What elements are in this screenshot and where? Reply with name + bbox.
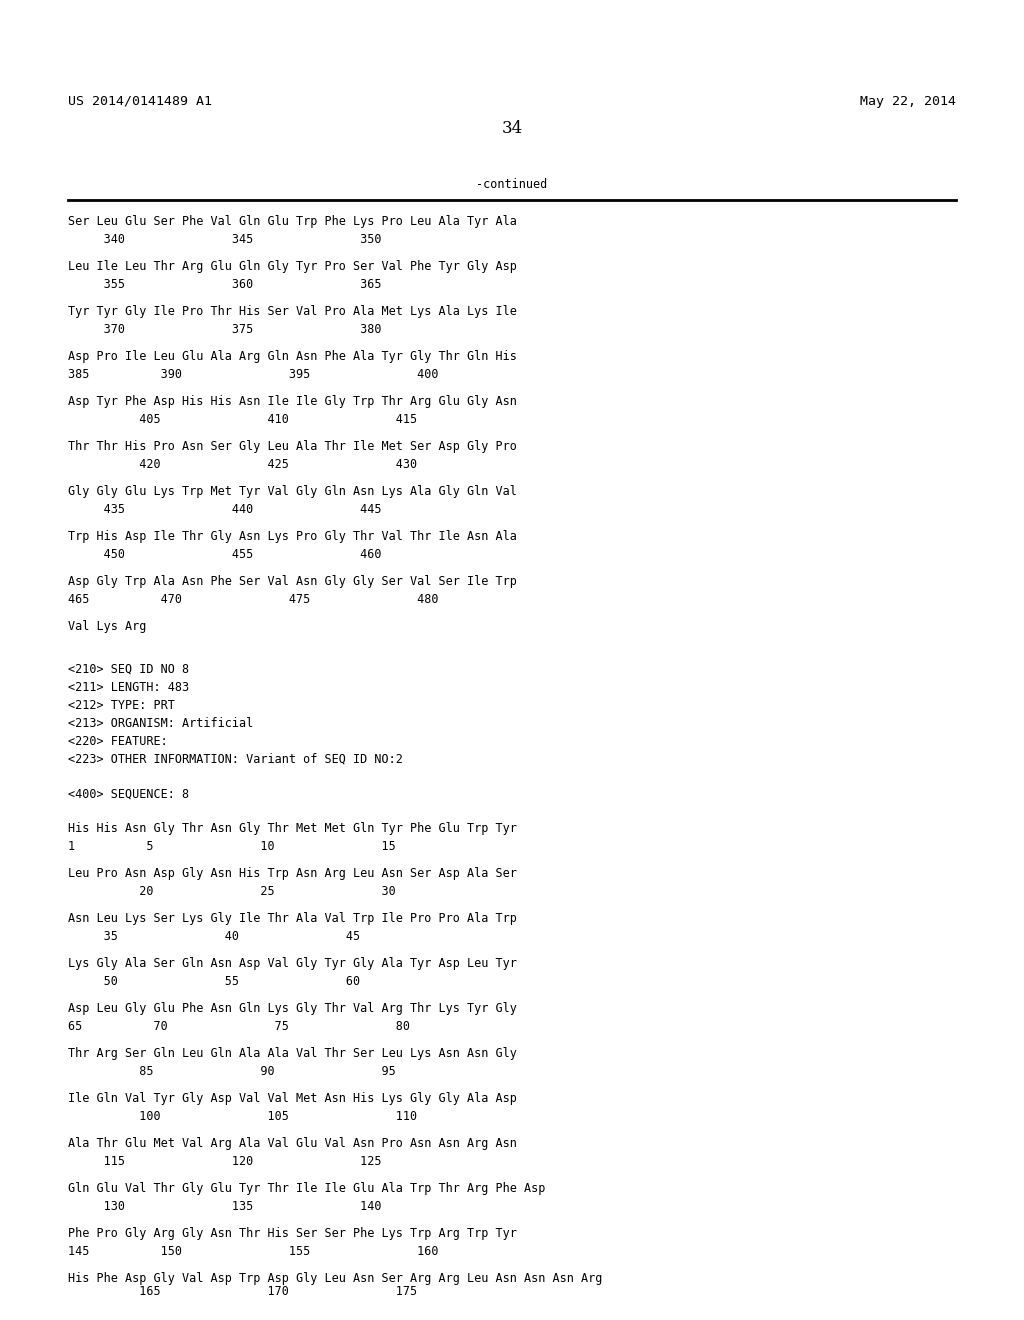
Text: Gly Gly Glu Lys Trp Met Tyr Val Gly Gln Asn Lys Ala Gly Gln Val: Gly Gly Glu Lys Trp Met Tyr Val Gly Gln … bbox=[68, 484, 517, 498]
Text: US 2014/0141489 A1: US 2014/0141489 A1 bbox=[68, 95, 212, 108]
Text: -continued: -continued bbox=[476, 178, 548, 191]
Text: 35               40               45: 35 40 45 bbox=[68, 931, 360, 942]
Text: <212> TYPE: PRT: <212> TYPE: PRT bbox=[68, 700, 175, 711]
Text: 450               455               460: 450 455 460 bbox=[68, 548, 382, 561]
Text: 1          5               10               15: 1 5 10 15 bbox=[68, 840, 395, 853]
Text: May 22, 2014: May 22, 2014 bbox=[860, 95, 956, 108]
Text: Asp Gly Trp Ala Asn Phe Ser Val Asn Gly Gly Ser Val Ser Ile Trp: Asp Gly Trp Ala Asn Phe Ser Val Asn Gly … bbox=[68, 576, 517, 587]
Text: Phe Pro Gly Arg Gly Asn Thr His Ser Ser Phe Lys Trp Arg Trp Tyr: Phe Pro Gly Arg Gly Asn Thr His Ser Ser … bbox=[68, 1228, 517, 1239]
Text: 85               90               95: 85 90 95 bbox=[68, 1065, 395, 1078]
Text: Ser Leu Glu Ser Phe Val Gln Glu Trp Phe Lys Pro Leu Ala Tyr Ala: Ser Leu Glu Ser Phe Val Gln Glu Trp Phe … bbox=[68, 215, 517, 228]
Text: Val Lys Arg: Val Lys Arg bbox=[68, 620, 146, 634]
Text: 385          390               395               400: 385 390 395 400 bbox=[68, 368, 438, 381]
Text: 435               440               445: 435 440 445 bbox=[68, 503, 382, 516]
Text: Asn Leu Lys Ser Lys Gly Ile Thr Ala Val Trp Ile Pro Pro Ala Trp: Asn Leu Lys Ser Lys Gly Ile Thr Ala Val … bbox=[68, 912, 517, 925]
Text: Tyr Tyr Gly Ile Pro Thr His Ser Val Pro Ala Met Lys Ala Lys Ile: Tyr Tyr Gly Ile Pro Thr His Ser Val Pro … bbox=[68, 305, 517, 318]
Text: His His Asn Gly Thr Asn Gly Thr Met Met Gln Tyr Phe Glu Trp Tyr: His His Asn Gly Thr Asn Gly Thr Met Met … bbox=[68, 822, 517, 836]
Text: 20               25               30: 20 25 30 bbox=[68, 884, 395, 898]
Text: <210> SEQ ID NO 8: <210> SEQ ID NO 8 bbox=[68, 663, 189, 676]
Text: 115               120               125: 115 120 125 bbox=[68, 1155, 382, 1168]
Text: Ile Gln Val Tyr Gly Asp Val Val Met Asn His Lys Gly Gly Ala Asp: Ile Gln Val Tyr Gly Asp Val Val Met Asn … bbox=[68, 1092, 517, 1105]
Text: 34: 34 bbox=[502, 120, 522, 137]
Text: <211> LENGTH: 483: <211> LENGTH: 483 bbox=[68, 681, 189, 694]
Text: Asp Tyr Phe Asp His His Asn Ile Ile Gly Trp Thr Arg Glu Gly Asn: Asp Tyr Phe Asp His His Asn Ile Ile Gly … bbox=[68, 395, 517, 408]
Text: Gln Glu Val Thr Gly Glu Tyr Thr Ile Ile Glu Ala Trp Thr Arg Phe Asp: Gln Glu Val Thr Gly Glu Tyr Thr Ile Ile … bbox=[68, 1181, 546, 1195]
Text: <220> FEATURE:: <220> FEATURE: bbox=[68, 735, 168, 748]
Text: Trp His Asp Ile Thr Gly Asn Lys Pro Gly Thr Val Thr Ile Asn Ala: Trp His Asp Ile Thr Gly Asn Lys Pro Gly … bbox=[68, 531, 517, 543]
Text: 130               135               140: 130 135 140 bbox=[68, 1200, 382, 1213]
Text: Thr Thr His Pro Asn Ser Gly Leu Ala Thr Ile Met Ser Asp Gly Pro: Thr Thr His Pro Asn Ser Gly Leu Ala Thr … bbox=[68, 440, 517, 453]
Text: Ala Thr Glu Met Val Arg Ala Val Glu Val Asn Pro Asn Asn Arg Asn: Ala Thr Glu Met Val Arg Ala Val Glu Val … bbox=[68, 1137, 517, 1150]
Text: 50               55               60: 50 55 60 bbox=[68, 975, 360, 987]
Text: 405               410               415: 405 410 415 bbox=[68, 413, 417, 426]
Text: 370               375               380: 370 375 380 bbox=[68, 323, 382, 337]
Text: 65          70               75               80: 65 70 75 80 bbox=[68, 1020, 410, 1034]
Text: <400> SEQUENCE: 8: <400> SEQUENCE: 8 bbox=[68, 788, 189, 801]
Text: 145          150               155               160: 145 150 155 160 bbox=[68, 1245, 438, 1258]
Text: Asp Leu Gly Glu Phe Asn Gln Lys Gly Thr Val Arg Thr Lys Tyr Gly: Asp Leu Gly Glu Phe Asn Gln Lys Gly Thr … bbox=[68, 1002, 517, 1015]
Text: Leu Ile Leu Thr Arg Glu Gln Gly Tyr Pro Ser Val Phe Tyr Gly Asp: Leu Ile Leu Thr Arg Glu Gln Gly Tyr Pro … bbox=[68, 260, 517, 273]
Text: 465          470               475               480: 465 470 475 480 bbox=[68, 593, 438, 606]
Text: <223> OTHER INFORMATION: Variant of SEQ ID NO:2: <223> OTHER INFORMATION: Variant of SEQ … bbox=[68, 752, 402, 766]
Text: Asp Pro Ile Leu Glu Ala Arg Gln Asn Phe Ala Tyr Gly Thr Gln His: Asp Pro Ile Leu Glu Ala Arg Gln Asn Phe … bbox=[68, 350, 517, 363]
Text: 340               345               350: 340 345 350 bbox=[68, 234, 382, 246]
Text: 355               360               365: 355 360 365 bbox=[68, 279, 382, 290]
Text: Lys Gly Ala Ser Gln Asn Asp Val Gly Tyr Gly Ala Tyr Asp Leu Tyr: Lys Gly Ala Ser Gln Asn Asp Val Gly Tyr … bbox=[68, 957, 517, 970]
Text: His Phe Asp Gly Val Asp Trp Asp Gly Leu Asn Ser Arg Arg Leu Asn Asn Asn Arg: His Phe Asp Gly Val Asp Trp Asp Gly Leu … bbox=[68, 1272, 602, 1284]
Text: <213> ORGANISM: Artificial: <213> ORGANISM: Artificial bbox=[68, 717, 253, 730]
Text: Leu Pro Asn Asp Gly Asn His Trp Asn Arg Leu Asn Ser Asp Ala Ser: Leu Pro Asn Asp Gly Asn His Trp Asn Arg … bbox=[68, 867, 517, 880]
Text: 100               105               110: 100 105 110 bbox=[68, 1110, 417, 1123]
Text: 420               425               430: 420 425 430 bbox=[68, 458, 417, 471]
Text: Thr Arg Ser Gln Leu Gln Ala Ala Val Thr Ser Leu Lys Asn Asn Gly: Thr Arg Ser Gln Leu Gln Ala Ala Val Thr … bbox=[68, 1047, 517, 1060]
Text: 165               170               175: 165 170 175 bbox=[68, 1284, 417, 1298]
